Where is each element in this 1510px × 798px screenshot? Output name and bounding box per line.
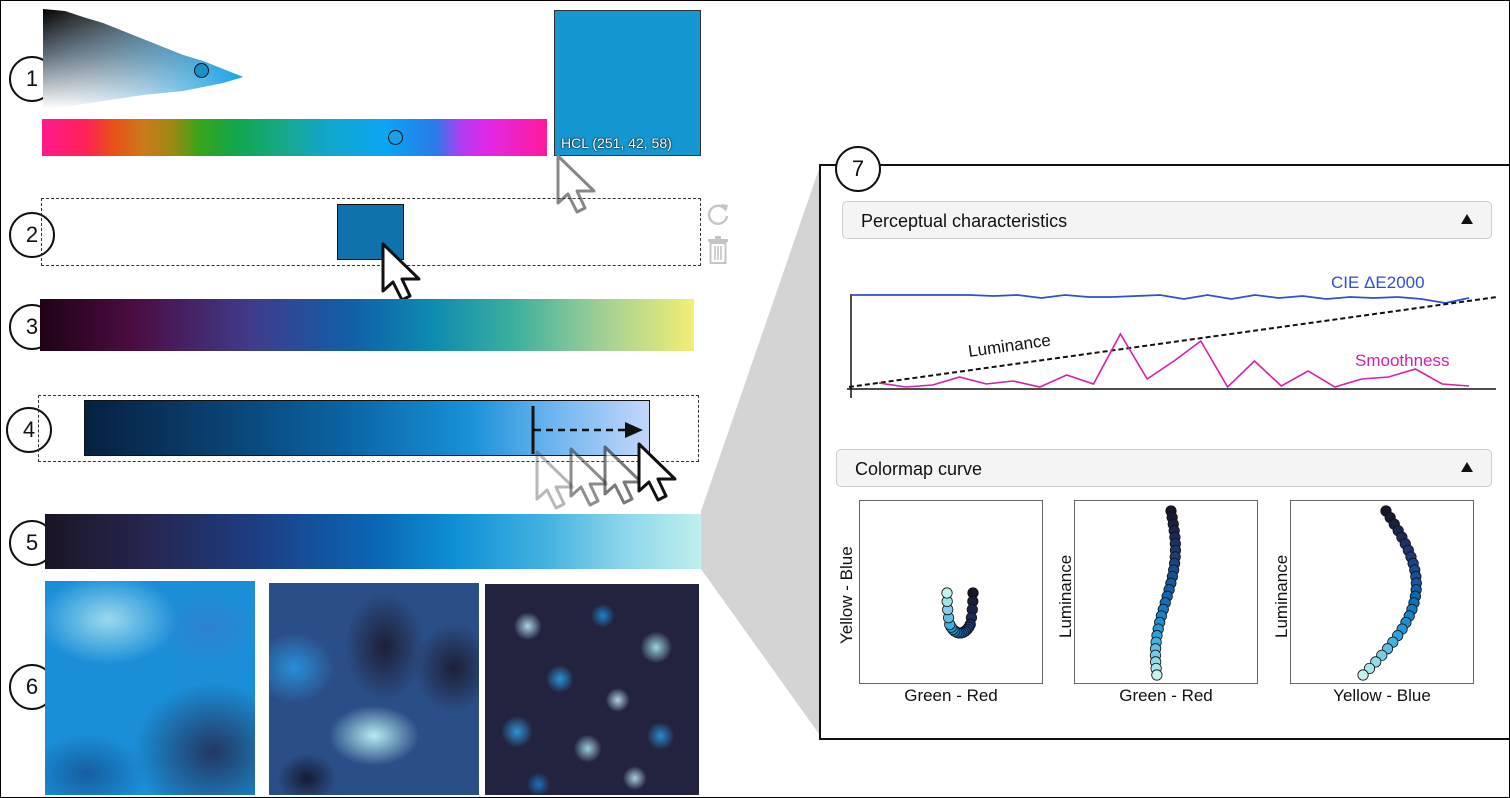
hue-picker-handle[interactable] (388, 130, 403, 145)
step-badge-7: 7 (835, 146, 881, 192)
perceptual-chart: CIE ΔE2000 Luminance Smoothness (847, 273, 1498, 398)
color-preview-swatch[interactable]: HCL (251, 42, 58) (554, 10, 701, 156)
cie-de2000-series-line (851, 294, 1470, 304)
plot3-x-axis-label: Yellow - Blue (1333, 686, 1431, 705)
preview-image-noisy (485, 584, 699, 795)
plot3-y-axis-label: Luminance (1272, 554, 1291, 638)
smoothness-label: Smoothness (1355, 351, 1450, 370)
zoom-connector-wedge (701, 169, 819, 734)
drag-cursor-swatch-icon (556, 154, 596, 214)
colormap-curve-header[interactable]: Colormap curve (836, 449, 1492, 487)
colormap-gradient-final (45, 514, 704, 569)
preview-image-medium (269, 583, 479, 795)
preview-image-smooth (45, 581, 255, 795)
colormap-gradient-full (40, 299, 694, 351)
drag-cursor-range-icon (637, 442, 677, 502)
colormap-curve-title: Colormap curve (855, 459, 983, 479)
triangle-picker-handle[interactable] (194, 63, 209, 78)
characteristics-panel: Perceptual characteristics CIE ΔE2000 Lu… (819, 146, 1509, 740)
drag-cursor-slot-icon (381, 242, 421, 302)
step-badge-4: 4 (6, 407, 52, 453)
step-badge-2: 2 (9, 212, 55, 258)
curve-plot-yellow-blue-vs-luminance (1290, 500, 1474, 684)
perceptual-characteristics-header[interactable]: Perceptual characteristics (842, 201, 1492, 239)
luminance-label: Luminance (967, 331, 1052, 361)
dropped-color-swatch[interactable] (337, 204, 404, 260)
curve-point (1357, 669, 1369, 681)
plot1-y-axis-label: Yellow - Blue (837, 546, 856, 644)
plot2-x-axis-label: Green - Red (1119, 686, 1213, 705)
refresh-icon[interactable] (705, 201, 731, 227)
collapse-triangle-icon[interactable] (1461, 462, 1473, 472)
curve-point (941, 587, 953, 599)
hue-bar[interactable] (42, 119, 547, 156)
colormap-range-bar[interactable] (84, 400, 650, 456)
curve-point (1151, 669, 1163, 681)
range-selection-area[interactable] (38, 395, 699, 462)
collapse-triangle-icon[interactable] (1461, 214, 1473, 224)
range-drag-arrow-icon (531, 406, 643, 454)
perceptual-characteristics-title: Perceptual characteristics (861, 211, 1068, 231)
chroma-luminance-triangle[interactable] (43, 9, 243, 109)
cie-de2000-label: CIE ΔE2000 (1331, 273, 1425, 292)
luminance-series-line (848, 296, 1498, 388)
curve-plot-green-red-vs-yellow-blue (859, 500, 1043, 684)
plot2-y-axis-label: Luminance (1056, 554, 1075, 638)
hcl-value-label: HCL (251, 42, 58) (561, 135, 672, 151)
trash-icon[interactable] (707, 236, 729, 264)
color-slot-area[interactable] (41, 198, 701, 266)
plot1-x-axis-label: Green - Red (904, 686, 998, 705)
curve-plot-green-red-vs-luminance (1074, 500, 1258, 684)
smoothness-series-line (878, 332, 1470, 389)
